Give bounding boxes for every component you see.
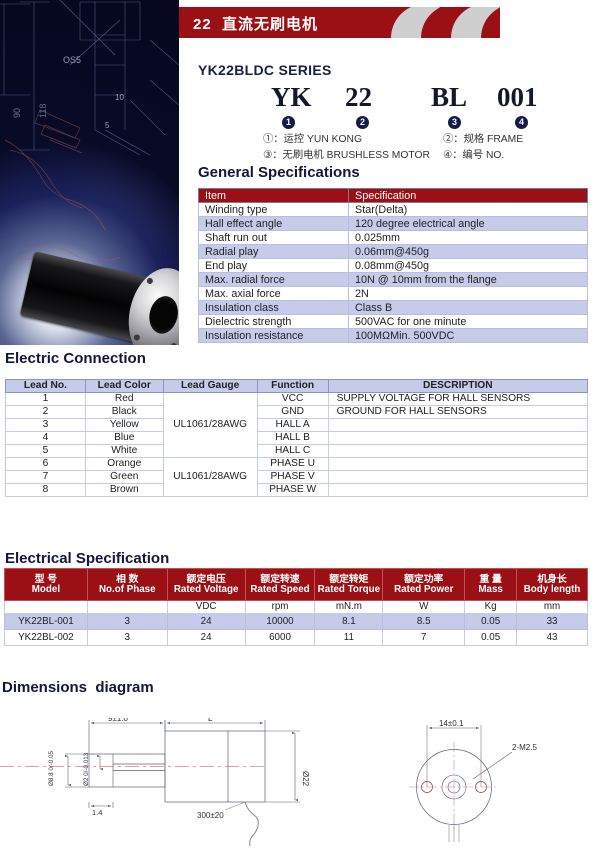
svg-text:300±20: 300±20	[197, 811, 224, 820]
svg-text:1.4: 1.4	[92, 808, 102, 817]
svg-text:2-M2.5: 2-M2.5	[512, 743, 537, 752]
svg-text:Ø2 0/-0.013: Ø2 0/-0.013	[83, 752, 90, 786]
svg-text:14±0.1: 14±0.1	[439, 719, 464, 728]
svg-text:OS5: OS5	[63, 55, 81, 65]
svg-text:L: L	[208, 718, 213, 723]
svg-text:Ø8.8 0/-0.05: Ø8.8 0/-0.05	[48, 750, 55, 786]
svg-text:9±1.0: 9±1.0	[108, 718, 129, 723]
svg-text:Ø22: Ø22	[301, 771, 310, 787]
